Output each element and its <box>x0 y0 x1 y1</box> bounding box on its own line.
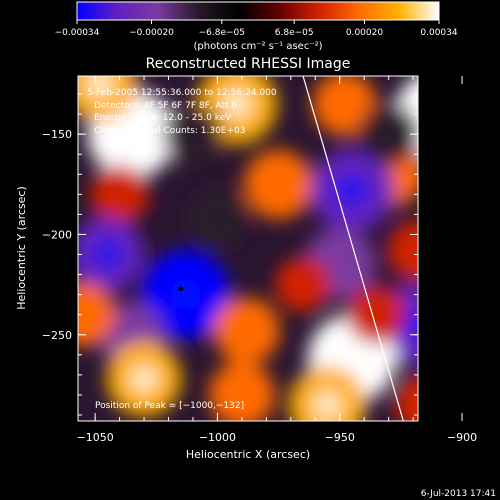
heatmap-core <box>313 391 342 419</box>
solar-limb-line <box>302 76 404 421</box>
heatmap-core <box>222 89 252 119</box>
annotation-energy-range: Energy Range: 12.0 - 25.0 keV <box>94 113 232 123</box>
colorbar-ticks: −0.00034 −0.00020 −6.8e−05 6.8e−05 0.00020 0.… <box>55 20 458 38</box>
heatmap-core <box>86 76 114 98</box>
heatmap-core <box>337 175 367 205</box>
x-tick-label: −1000 <box>199 431 236 444</box>
x-tick-label: −900 <box>447 431 477 444</box>
heatmap-blob <box>208 361 276 421</box>
heatmap-blob <box>163 105 222 164</box>
x-tick-label: −950 <box>325 431 355 444</box>
colorbar: −0.00034 −0.00020 −6.8e−05 6.8e−05 0.00020 0.… <box>55 1 458 52</box>
plot-area: 5-Feb-2005 12:55:36.000 to 12:56:24.000 … <box>42 75 489 444</box>
y-tick-label: −250 <box>42 329 72 342</box>
colorbar-gradient <box>76 1 440 21</box>
heatmap-blob <box>275 257 331 313</box>
x-axis-label: Heliocentric X (arcsec) <box>186 448 310 461</box>
heatmap-blob <box>90 165 149 224</box>
y-tick-label: −150 <box>42 128 72 141</box>
colorbar-tick-label: 0.00020 <box>346 28 383 38</box>
heatmap-blob <box>394 375 418 421</box>
annotation-detectors: Detectors: 4F 5F 6F 7F 8F, Att 0 <box>94 101 237 111</box>
colorbar-tick-label: −0.00020 <box>129 28 174 38</box>
heatmap-core <box>170 279 202 311</box>
annotation-clean-counts: Clean Total Counts: 1.30E+03 <box>94 126 245 136</box>
colorbar-tick-label: −6.8e−05 <box>199 28 245 38</box>
heatmap-core <box>336 343 368 375</box>
colorbar-tick-label: −0.00034 <box>55 28 100 38</box>
heatmap-blob <box>243 149 314 219</box>
annotation-time-range: 5-Feb-2005 12:55:36.000 to 12:56:24.000 <box>87 88 277 98</box>
heatmap-core <box>116 118 148 150</box>
footer-timestamp: 6-Jul-2013 17:41 <box>421 489 496 499</box>
heatmap-field <box>78 76 489 421</box>
heatmap-core <box>94 241 121 268</box>
heatmap-blob <box>187 187 248 249</box>
heatmap-blob <box>347 285 406 344</box>
annotation-peak-position: Position of Peak = [−1000,−132] <box>95 401 244 411</box>
y-tick-label: −200 <box>42 228 72 241</box>
colorbar-tick-label: 6.8e−05 <box>275 28 314 38</box>
plot-frame <box>77 75 419 422</box>
peak-marker <box>178 286 184 292</box>
colorbar-tick-label: 0.00034 <box>420 28 457 38</box>
heatmap-blob <box>358 103 418 165</box>
heatmap-core <box>130 365 158 392</box>
heatmap-blob <box>78 282 115 347</box>
x-tick-label: −1050 <box>77 431 114 444</box>
colorbar-unit-label: (photons cm⁻² s⁻¹ asec⁻²) <box>193 41 322 52</box>
chart-title: Reconstructed RHESSI Image <box>146 56 351 72</box>
heatmap-core <box>422 99 452 129</box>
heatmap-blob <box>387 220 418 281</box>
heatmap-blob <box>312 76 377 136</box>
heatmap-blob <box>213 297 281 364</box>
y-axis-label: Heliocentric Y (arcsec) <box>15 186 28 310</box>
heatmap-blob <box>434 207 489 262</box>
x-axis-ticks: −1050 −1000 −950 −900 <box>77 76 477 444</box>
y-axis-ticks: −150 −200 −250 <box>42 93 418 416</box>
